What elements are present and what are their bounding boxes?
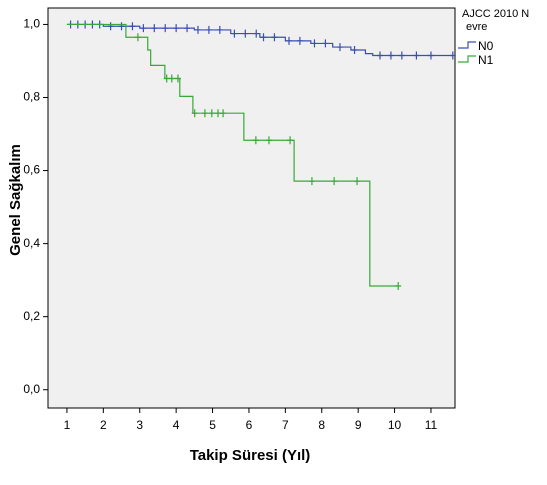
censor-mark — [265, 136, 272, 145]
censor-mark — [322, 39, 329, 48]
x-tick-label: 9 — [355, 418, 362, 432]
censor-mark — [271, 33, 278, 42]
censor-mark — [260, 33, 267, 42]
censor-mark — [413, 51, 420, 60]
censor-mark — [162, 24, 169, 33]
y-tick-label: 0,2 — [23, 309, 40, 323]
x-tick-label: 3 — [136, 418, 143, 432]
censor-mark — [191, 109, 198, 118]
censor-mark — [184, 24, 191, 33]
legend-swatch — [458, 55, 476, 63]
censor-mark — [253, 29, 260, 38]
censor-mark — [387, 51, 394, 60]
censor-mark — [287, 136, 294, 145]
survival-curve — [66, 23, 453, 57]
x-tick-label: 7 — [282, 418, 289, 432]
legend-label: N0 — [478, 39, 494, 53]
x-tick-label: 10 — [388, 418, 402, 432]
censor-mark — [220, 109, 227, 118]
legend-title: evre — [466, 21, 487, 33]
censor-mark — [168, 74, 175, 83]
y-tick-label: 1,0 — [23, 17, 40, 31]
censor-mark — [134, 33, 141, 42]
x-axis-title: Takip Süresi (Yıl) — [190, 447, 311, 464]
plot-area — [47, 7, 456, 409]
censor-mark — [354, 177, 361, 186]
censor-mark — [351, 46, 358, 55]
censor-mark — [208, 109, 215, 118]
legend-label: N1 — [478, 53, 494, 67]
censor-mark — [336, 43, 343, 52]
censor-mark — [174, 74, 181, 83]
x-tick-label: 2 — [100, 418, 107, 432]
y-tick-label: 0,6 — [23, 163, 40, 177]
censor-mark — [377, 51, 384, 60]
censor-mark — [201, 109, 208, 118]
y-axis-title: Genel Sağkalım — [7, 144, 24, 256]
censor-mark — [285, 36, 292, 45]
censor-mark — [107, 22, 114, 31]
censor-mark — [215, 109, 222, 118]
x-tick-label: 8 — [318, 418, 325, 432]
legend-swatch — [458, 41, 476, 49]
x-tick-label: 4 — [173, 418, 180, 432]
censor-mark — [118, 22, 125, 31]
censor-mark — [163, 74, 170, 83]
legend-title: AJCC 2010 N — [462, 8, 529, 20]
x-tick-label: 6 — [246, 418, 253, 432]
censor-mark — [205, 25, 212, 34]
censor-mark — [242, 29, 249, 38]
censor-mark — [311, 39, 318, 48]
y-tick-label: 0,0 — [23, 382, 40, 396]
censor-mark — [331, 177, 338, 186]
x-tick-label: 5 — [209, 418, 216, 432]
y-tick-label: 0,8 — [23, 90, 40, 104]
x-tick-label: 1 — [64, 418, 71, 432]
censor-mark — [129, 22, 136, 31]
censor-mark — [395, 281, 402, 290]
censor-mark — [449, 51, 456, 60]
censor-mark — [194, 25, 201, 34]
survival-curve — [66, 23, 399, 287]
censor-mark — [151, 24, 158, 33]
y-tick-label: 0,4 — [23, 236, 40, 250]
censor-mark — [216, 25, 223, 34]
censor-mark — [252, 136, 259, 145]
x-tick-label: 11 — [425, 418, 438, 432]
censor-mark — [231, 29, 238, 38]
censor-mark — [296, 36, 303, 45]
censor-mark — [398, 51, 405, 60]
censor-mark — [140, 24, 147, 33]
censor-mark — [173, 24, 180, 33]
censor-mark — [427, 51, 434, 60]
censor-mark — [308, 177, 315, 186]
